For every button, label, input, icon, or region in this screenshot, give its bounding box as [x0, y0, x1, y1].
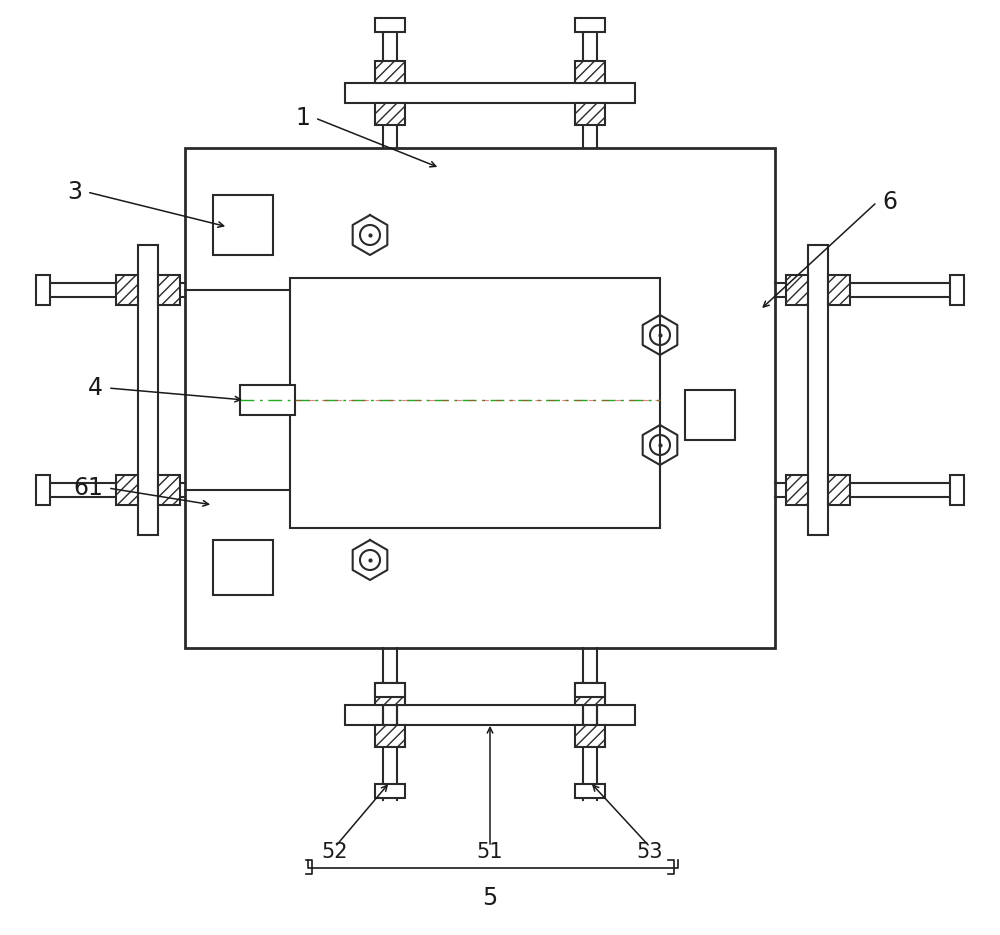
- Bar: [828, 275, 850, 305]
- Bar: [116, 275, 138, 305]
- Bar: [36, 275, 50, 305]
- Bar: [575, 18, 605, 32]
- Bar: [685, 390, 735, 440]
- Bar: [158, 475, 180, 505]
- Bar: [375, 784, 405, 798]
- Text: 1: 1: [295, 106, 310, 130]
- Bar: [158, 275, 180, 305]
- Bar: [36, 475, 50, 505]
- Bar: [375, 725, 405, 747]
- Bar: [375, 683, 405, 705]
- Bar: [375, 683, 405, 697]
- Bar: [290, 278, 660, 528]
- Bar: [786, 275, 808, 305]
- Text: 3: 3: [67, 180, 82, 204]
- Bar: [575, 683, 605, 705]
- Bar: [185, 148, 775, 648]
- Text: 4: 4: [88, 376, 103, 400]
- Text: 53: 53: [637, 842, 663, 862]
- Bar: [345, 83, 635, 103]
- Bar: [575, 61, 605, 83]
- Text: 51: 51: [477, 842, 503, 862]
- Text: 61: 61: [73, 476, 103, 500]
- Bar: [828, 475, 850, 505]
- Bar: [575, 784, 605, 798]
- Bar: [950, 475, 964, 505]
- Bar: [375, 103, 405, 125]
- Bar: [575, 683, 605, 697]
- Bar: [138, 245, 158, 535]
- Text: 52: 52: [322, 842, 348, 862]
- Bar: [375, 61, 405, 83]
- Bar: [375, 18, 405, 32]
- Bar: [213, 540, 273, 595]
- Text: 5: 5: [482, 886, 498, 910]
- Bar: [213, 195, 273, 255]
- Bar: [950, 275, 964, 305]
- Bar: [575, 725, 605, 747]
- Bar: [240, 385, 295, 415]
- Bar: [808, 245, 828, 535]
- Bar: [575, 103, 605, 125]
- Bar: [786, 475, 808, 505]
- Bar: [345, 705, 635, 725]
- Text: 6: 6: [882, 190, 897, 214]
- Bar: [116, 475, 138, 505]
